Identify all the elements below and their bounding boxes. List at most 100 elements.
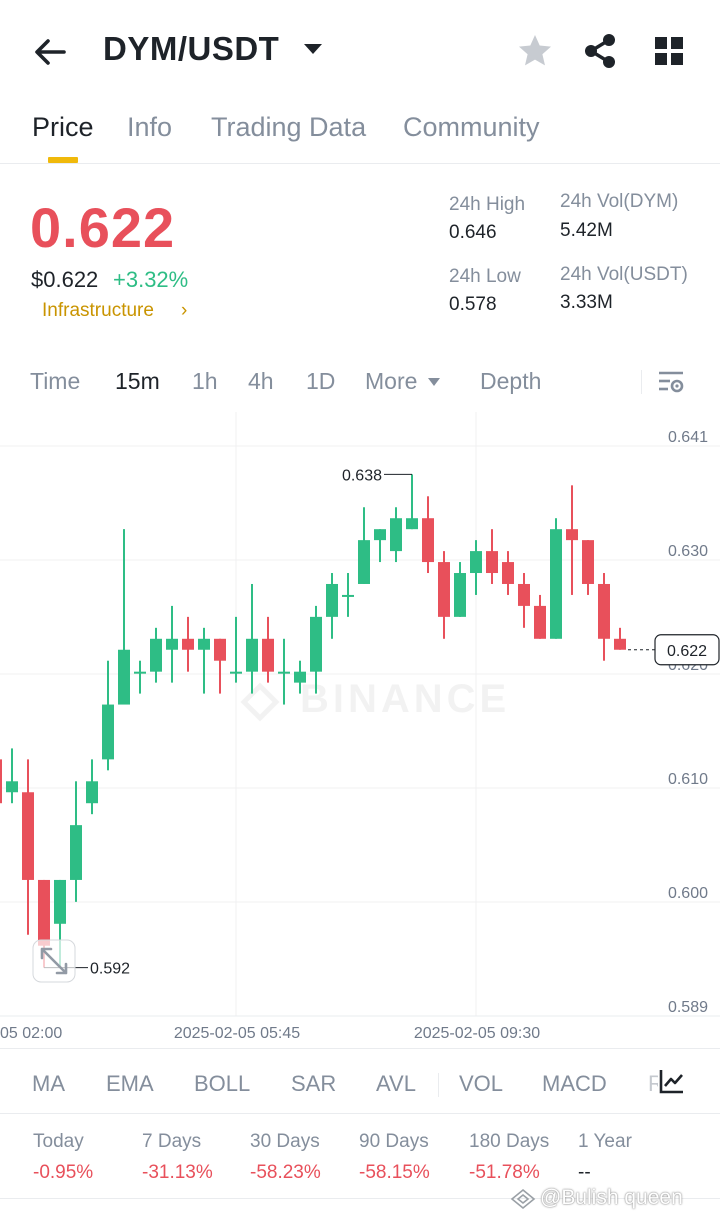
- indicator-more[interactable]: R: [648, 1071, 658, 1096]
- indicator-macd[interactable]: MACD: [542, 1071, 607, 1096]
- perf-label-today: Today: [33, 1131, 84, 1152]
- perf-label-180d: 180 Days: [469, 1131, 550, 1152]
- candle-down: [566, 485, 578, 595]
- candle-body: [134, 671, 146, 674]
- candle-body: [294, 671, 306, 683]
- back-arrow-icon[interactable]: [30, 32, 70, 72]
- expand-chart-icon[interactable]: [32, 939, 76, 983]
- candle-down: [22, 759, 34, 935]
- candle-body: [342, 594, 354, 597]
- candle-up: [246, 583, 258, 694]
- candle-down: [422, 496, 434, 574]
- chart-settings-icon[interactable]: [656, 368, 686, 396]
- indicator-boll[interactable]: BOLL: [194, 1071, 251, 1096]
- candle-body: [262, 638, 274, 672]
- chevron-right-icon[interactable]: ›: [181, 300, 188, 321]
- perf-value-30d: -58.23%: [250, 1162, 321, 1183]
- candle-body: [310, 616, 322, 672]
- divider: [438, 1073, 439, 1097]
- candle-body: [230, 671, 242, 674]
- tab-community[interactable]: Community: [403, 112, 540, 142]
- candle-up: [118, 529, 130, 705]
- candle-body: [166, 638, 178, 650]
- max-price-label: 0.638: [342, 467, 382, 484]
- divider: [0, 1198, 720, 1199]
- candle-up: [70, 781, 82, 902]
- vol-quote-value: 3.33M: [560, 292, 613, 313]
- indicator-vol[interactable]: VOL: [459, 1071, 504, 1096]
- price-change: +3.32%: [113, 267, 189, 292]
- y-tick-label: 0.600: [668, 885, 708, 902]
- perf-label-7d: 7 Days: [142, 1131, 202, 1152]
- perf-label-1y: 1 Year: [578, 1131, 632, 1152]
- chart-annotations: 0.622 0.638 0.592: [44, 467, 720, 978]
- candle-down: [182, 616, 194, 672]
- perf-value-90d: -58.15%: [359, 1162, 430, 1183]
- candle-body: [70, 825, 82, 880]
- candle-up: [134, 660, 146, 694]
- interval-more[interactable]: More: [365, 368, 418, 394]
- candle-up: [310, 605, 322, 694]
- pair-title[interactable]: DYM/USDT: [103, 30, 280, 67]
- indicator-avl[interactable]: AVL: [376, 1071, 416, 1096]
- candle-up: [166, 605, 178, 683]
- vol-base-label: 24h Vol(DYM): [560, 191, 679, 212]
- interval-15m[interactable]: 15m: [115, 368, 160, 394]
- candle-body: [566, 529, 578, 541]
- candle-body: [246, 638, 258, 672]
- candle-body: [406, 518, 418, 530]
- candle-body: [486, 551, 498, 574]
- candle-down: [438, 551, 450, 639]
- candle-body: [582, 540, 594, 584]
- candle-body: [454, 573, 466, 617]
- low-label: 24h Low: [449, 266, 521, 287]
- candle-body: [502, 562, 514, 584]
- interval-4h[interactable]: 4h: [248, 368, 274, 394]
- tab-price[interactable]: Price: [32, 112, 94, 142]
- high-label: 24h High: [449, 194, 526, 215]
- interval-time[interactable]: Time: [30, 368, 81, 394]
- candle-body: [0, 759, 2, 804]
- candle-body: [278, 671, 290, 674]
- vol-quote-label: 24h Vol(USDT): [560, 264, 688, 285]
- x-tick-label: 05 02:00: [0, 1025, 62, 1042]
- divider: [641, 370, 642, 394]
- grid-icon[interactable]: [652, 34, 686, 68]
- y-tick-label: 0.589: [668, 999, 708, 1016]
- indicator-ma[interactable]: MA: [32, 1071, 65, 1096]
- indicator-ema[interactable]: EMA: [106, 1071, 154, 1096]
- candle-down: [614, 627, 626, 650]
- interval-1h[interactable]: 1h: [192, 368, 218, 394]
- category-tag[interactable]: Infrastructure: [42, 300, 154, 321]
- credit-watermark: @Bulish queen: [540, 1186, 683, 1209]
- x-axis: 05 02:00 2025-02-05 05:45 2025-02-05 09:30: [0, 1025, 540, 1042]
- tab-info[interactable]: Info: [127, 112, 173, 142]
- perf-value-today: -0.95%: [33, 1162, 94, 1183]
- caret-down-icon[interactable]: [427, 376, 441, 388]
- candle-down: [582, 540, 594, 595]
- indicator-sar[interactable]: SAR: [291, 1071, 337, 1096]
- candle-body: [182, 638, 194, 650]
- candle-up: [278, 638, 290, 705]
- candle-up: [374, 529, 386, 563]
- candle-up: [102, 660, 114, 771]
- candle-up: [86, 759, 98, 815]
- caret-down-icon[interactable]: [302, 38, 324, 60]
- candle-up: [150, 627, 162, 683]
- candle-body: [470, 551, 482, 574]
- candle-body: [150, 638, 162, 672]
- interval-1d[interactable]: 1D: [306, 368, 336, 394]
- candle-up: [454, 562, 466, 617]
- candle-up: [550, 518, 562, 639]
- candle-up: [406, 474, 418, 530]
- star-icon[interactable]: [516, 32, 554, 70]
- interval-depth[interactable]: Depth: [480, 368, 542, 394]
- candle-body: [358, 540, 370, 584]
- tab-trading-data[interactable]: Trading Data: [211, 112, 367, 142]
- exchange-logo-icon: [240, 682, 280, 722]
- share-icon[interactable]: [582, 32, 618, 70]
- indicator-settings-icon[interactable]: [658, 1067, 686, 1095]
- candle-down: [0, 759, 2, 804]
